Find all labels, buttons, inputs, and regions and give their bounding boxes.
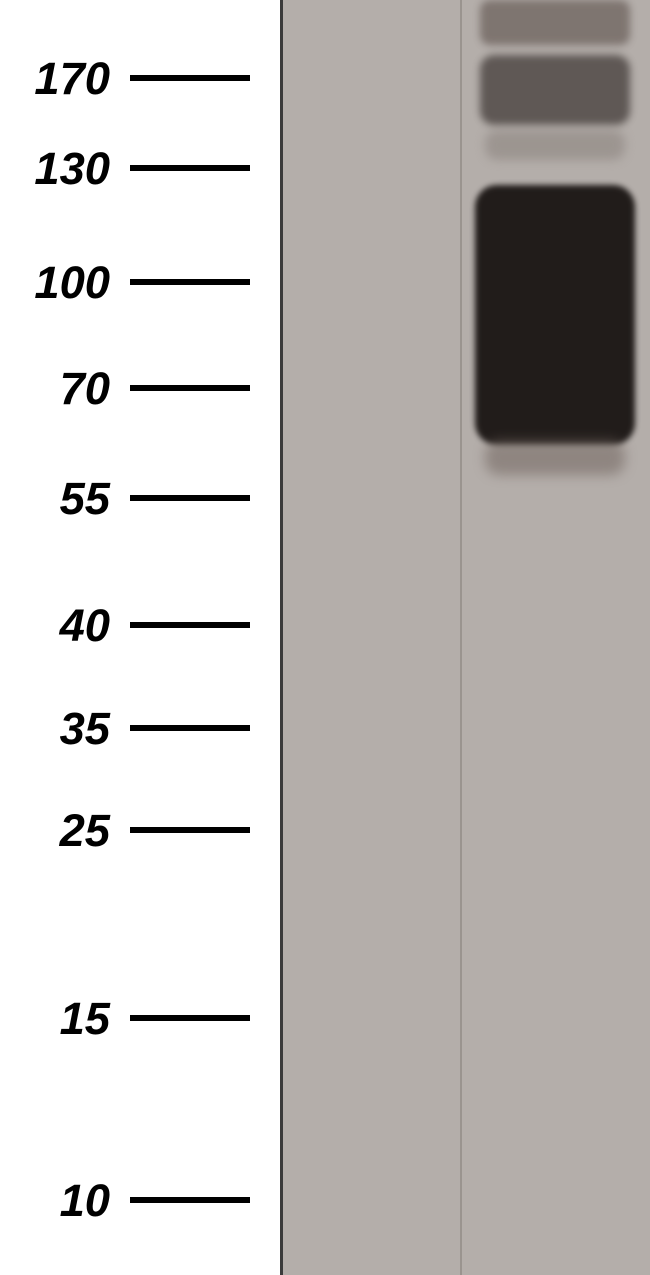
mw-marker-tick-15 [130, 1015, 250, 1021]
mw-marker-tick-40 [130, 622, 250, 628]
western-blot-figure: 170 130 100 70 55 40 35 25 15 10 [0, 0, 650, 1275]
mw-marker-tick-25 [130, 827, 250, 833]
mw-marker-label-100: 100 [0, 257, 110, 309]
mw-marker-tick-70 [130, 385, 250, 391]
mw-marker-tick-55 [130, 495, 250, 501]
mw-marker-label-35: 35 [0, 703, 110, 755]
mw-marker-label-70: 70 [0, 363, 110, 415]
mw-marker-tick-100 [130, 279, 250, 285]
protein-band-3 [475, 185, 635, 445]
mw-marker-label-25: 25 [0, 805, 110, 857]
mw-marker-label-170: 170 [0, 53, 110, 105]
mw-marker-label-15: 15 [0, 993, 110, 1045]
mw-marker-label-55: 55 [0, 473, 110, 525]
protein-band-1 [480, 55, 630, 125]
mw-marker-label-10: 10 [0, 1175, 110, 1227]
protein-band-0 [480, 0, 630, 45]
blot-left-edge [280, 0, 283, 1275]
mw-marker-tick-130 [130, 165, 250, 171]
protein-band-2 [485, 130, 625, 160]
protein-band-4 [485, 440, 625, 475]
mw-marker-label-40: 40 [0, 600, 110, 652]
mw-marker-tick-170 [130, 75, 250, 81]
mw-marker-label-130: 130 [0, 143, 110, 195]
mw-marker-tick-10 [130, 1197, 250, 1203]
blot-membrane [280, 0, 650, 1275]
lane-divider [460, 0, 462, 1275]
mw-marker-tick-35 [130, 725, 250, 731]
